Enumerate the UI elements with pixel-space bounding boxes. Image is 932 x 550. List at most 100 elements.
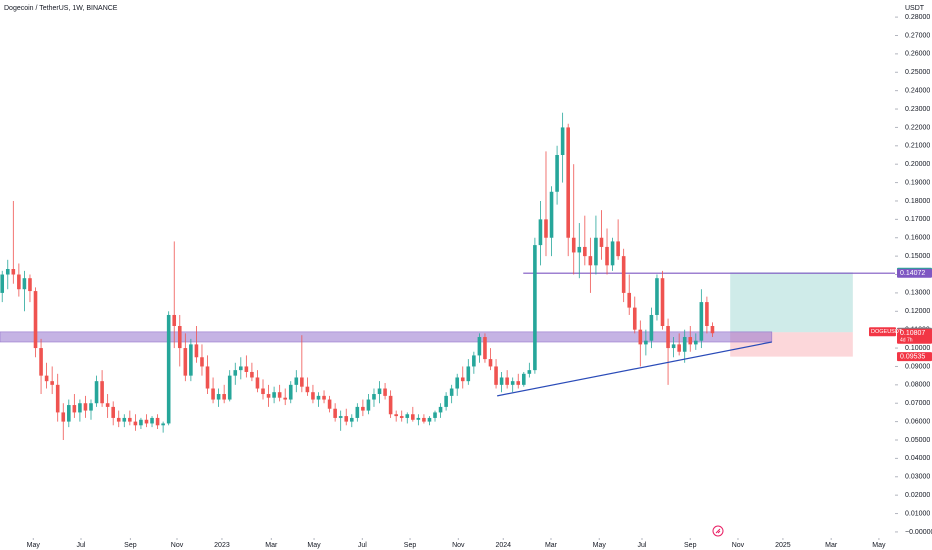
candle-body [399, 416, 404, 418]
candle-body [100, 381, 104, 404]
candle-body [266, 394, 271, 398]
candle-body [616, 241, 620, 257]
x-tick-label: Nov [452, 542, 465, 549]
candle-body [682, 337, 687, 352]
y-tick-label: 0.16000 [905, 235, 930, 242]
x-tick-label: Jul [358, 542, 367, 549]
candle-body [577, 246, 582, 253]
candle-body [83, 403, 88, 411]
candle-body [50, 381, 54, 385]
candle-body [300, 377, 304, 387]
chart-title: Dogecoin / TetherUS, 1W, BINANCE [4, 5, 118, 12]
candle-body [644, 340, 648, 345]
candle-body [649, 314, 654, 341]
candle-body [527, 370, 532, 374]
candle-body [632, 307, 637, 330]
candle-body [288, 384, 293, 400]
candle-body [189, 344, 193, 376]
candle-body [0, 274, 5, 293]
candle-body [139, 419, 143, 426]
candle-body [638, 329, 643, 345]
candle-body [338, 416, 343, 418]
candle-body [44, 375, 49, 382]
candle-body [594, 237, 598, 266]
resistance-tag [897, 268, 932, 278]
candle-body [705, 302, 709, 326]
candle-body [666, 325, 670, 349]
candle-body [28, 278, 32, 292]
x-tick-label: 2023 [214, 542, 230, 549]
y-tick-label: 0.27000 [905, 32, 930, 39]
candle-body [366, 399, 371, 411]
candle-body [549, 191, 554, 238]
candle-body [11, 269, 16, 275]
candle-body [261, 388, 265, 395]
candle-body [494, 366, 498, 385]
candle-body [422, 417, 426, 422]
candle-body [211, 388, 215, 400]
last-price-tag [897, 328, 932, 344]
y-tick-label: 0.08000 [905, 382, 930, 389]
x-tick-label: Nov [171, 542, 184, 549]
candle-body [566, 127, 570, 238]
candle-body [411, 414, 415, 420]
y-tick-label: 0.23000 [905, 106, 930, 113]
candle-body [438, 406, 443, 413]
candle-body [427, 417, 432, 422]
candle-body [694, 340, 698, 345]
y-tick-label: 0.22000 [905, 124, 930, 131]
candle-body [483, 337, 487, 360]
candle-body [333, 408, 337, 418]
candle-body [449, 388, 454, 396]
x-tick-label: May [593, 542, 607, 549]
candle-body [555, 155, 559, 192]
candle-body [477, 337, 482, 356]
candle-body [222, 394, 226, 400]
candle-body [61, 412, 66, 422]
candle-body [516, 381, 521, 385]
y-tick-label: 0.10000 [905, 345, 930, 352]
candle-body [194, 344, 199, 358]
candle-body [533, 245, 537, 371]
x-tick-label: Jul [638, 542, 647, 549]
y-tick-label: 0.04000 [905, 455, 930, 462]
countdown-label: 4d 7h [900, 338, 913, 344]
x-tick-label: May [27, 542, 41, 549]
y-unit: USDT [905, 5, 925, 12]
candle-body [244, 366, 249, 372]
stop-tag [897, 352, 932, 362]
candle-body [128, 417, 132, 422]
candle-body [621, 256, 626, 293]
y-tick-label: 0.20000 [905, 161, 930, 168]
candle-body [660, 278, 665, 326]
candle-body [677, 344, 681, 352]
candle-body [177, 325, 182, 349]
candle-body [610, 241, 615, 266]
candle-body [255, 377, 260, 389]
candle-body [433, 412, 437, 418]
candle-body [699, 302, 704, 341]
candle-body [377, 388, 382, 395]
x-tick-label: May [307, 542, 321, 549]
candle-body [344, 416, 349, 422]
symbol-tag [869, 327, 896, 337]
last-price-label: 0.10807 [900, 330, 925, 337]
support-zone [0, 331, 773, 343]
candle-body [78, 403, 82, 413]
candle-body [322, 395, 326, 400]
candle-body [488, 359, 493, 367]
candle-body [571, 237, 576, 253]
candle-body [444, 395, 448, 407]
candle-body [305, 386, 310, 393]
x-tick-label: Sep [124, 542, 137, 549]
candle-body [544, 219, 548, 238]
candle-body [283, 397, 288, 400]
candle-body [383, 388, 387, 396]
x-tick-label: Mar [825, 542, 838, 549]
candle-body [466, 366, 471, 382]
y-tick-label: 0.01000 [905, 510, 930, 517]
candle-body [89, 403, 93, 411]
candle-body [250, 371, 254, 378]
